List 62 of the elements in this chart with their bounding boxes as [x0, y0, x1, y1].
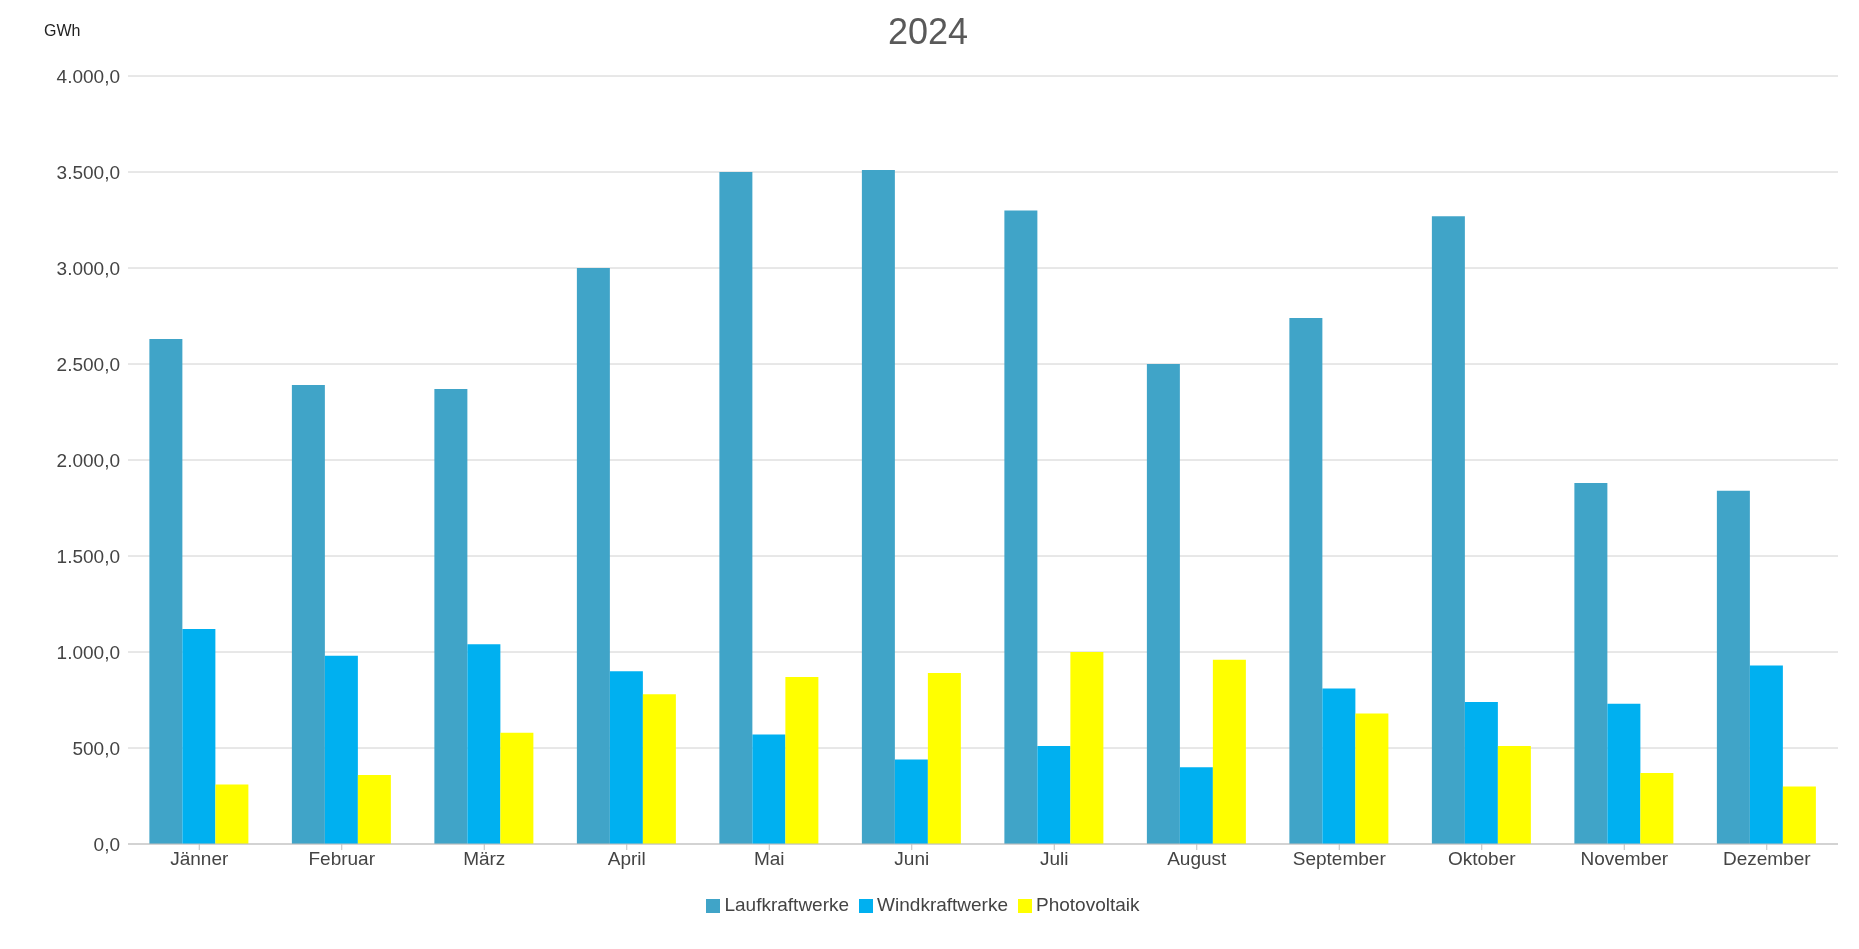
- bar: [500, 732, 534, 844]
- y-tick-label: 3.000,0: [56, 257, 120, 279]
- x-tick-label: Oktober: [1447, 848, 1517, 870]
- y-tick-label: 1.000,0: [56, 641, 120, 663]
- chart-title: 2024: [887, 11, 969, 52]
- bar: [182, 628, 216, 844]
- y-tick-label: 1.500,0: [56, 545, 120, 567]
- x-tick-label: März: [463, 848, 506, 870]
- bar: [1179, 767, 1213, 844]
- x-tick-label: April: [607, 848, 646, 870]
- x-tick-label: September: [1292, 848, 1387, 870]
- bar: [1431, 216, 1465, 844]
- bar: [149, 339, 183, 844]
- legend-label: Photovoltaik: [1036, 894, 1140, 915]
- bar: [434, 388, 468, 844]
- bar: [1640, 772, 1674, 844]
- bar: [1070, 652, 1104, 844]
- bar: [1037, 746, 1071, 844]
- y-tick-label: 3.500,0: [56, 161, 120, 183]
- x-tick-label: Februar: [308, 848, 376, 870]
- y-tick-label: 0,0: [93, 833, 120, 855]
- bar: [1212, 659, 1246, 844]
- y-tick-label: 2.000,0: [56, 449, 120, 471]
- y-axis-title: GWh: [44, 22, 81, 40]
- bar: [1574, 483, 1608, 844]
- bar: [927, 673, 961, 844]
- x-tick-label: November: [1580, 848, 1669, 870]
- x-tick-label: Dezember: [1722, 848, 1812, 870]
- bar: [215, 784, 249, 844]
- bar: [467, 644, 501, 844]
- x-tick-label: August: [1167, 848, 1228, 870]
- y-tick-label: 2.500,0: [56, 353, 120, 375]
- legend-label: Laufkraftwerke: [724, 894, 850, 915]
- bar: [576, 268, 610, 844]
- bar: [894, 759, 928, 844]
- bar: [1355, 713, 1389, 844]
- bar: [1497, 746, 1531, 844]
- x-tick-label: Juni: [894, 848, 930, 870]
- x-tick-label: Jänner: [170, 848, 229, 870]
- bar: [861, 170, 895, 844]
- y-tick-label: 500,0: [72, 737, 120, 759]
- bar: [1716, 490, 1750, 844]
- bar: [1782, 786, 1816, 844]
- bar: [291, 385, 325, 844]
- bar: [752, 734, 786, 844]
- bar: [1289, 317, 1323, 844]
- bar: [357, 774, 391, 844]
- bar: [719, 172, 753, 844]
- legend-label: Windkraftwerke: [877, 894, 1009, 915]
- bar: [1146, 364, 1180, 844]
- bar: [1607, 703, 1641, 844]
- bar: [1004, 210, 1038, 844]
- bar: [642, 694, 676, 844]
- bar: [1464, 701, 1498, 844]
- x-tick-label: Mai: [753, 848, 785, 870]
- x-tick-label: Juli: [1039, 848, 1069, 870]
- y-tick-label: 4.000,0: [56, 65, 120, 87]
- bar: [785, 676, 819, 844]
- bar: [609, 671, 643, 844]
- bar: [1322, 688, 1356, 844]
- bar: [1749, 665, 1783, 844]
- bar: [324, 655, 358, 844]
